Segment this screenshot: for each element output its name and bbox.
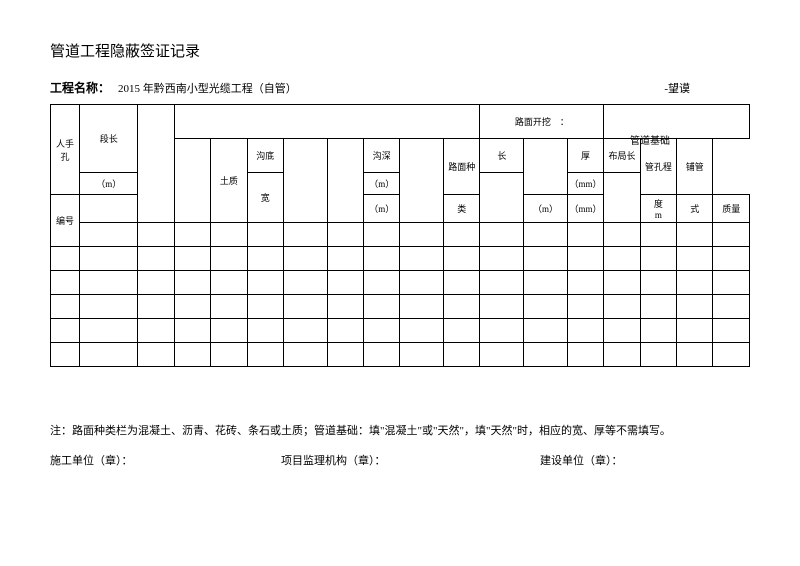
hdr-seglen: 段长 [80,105,138,173]
project-name: 2015 年黔西南小型光缆工程（自管） [118,80,297,96]
hdr-m2: （m） [364,195,400,223]
hdr-ditchbot: 沟底 [247,139,283,173]
table-row [51,247,750,271]
hdr-shi: 式 [677,195,713,223]
table-row [51,271,750,295]
project-row: 工程名称： 2015 年黔西南小型光缆工程（自管） -望谟 [50,79,750,96]
table-row [51,343,750,367]
table-row [51,319,750,343]
hdr-lei: 类 [444,195,480,223]
project-right: -望谟 [664,80,690,96]
hdr-qual: 质量 [713,195,750,223]
table-row [51,295,750,319]
hdr-no: 编号 [51,195,80,247]
hdr-roadcut: 路面开挖 ： [480,105,604,139]
hdr-soil: 土质 [211,139,247,223]
hdr-roadkind: 路面种 [444,139,480,195]
sig-construction: 施工单位（章）： [50,452,281,468]
hdr-mm1: （mm） [567,173,603,195]
hdr-hou: 厚 [567,139,603,173]
hdr-ditchdepth: 沟深 [364,139,400,173]
hdr-m3: （m） [364,173,400,195]
sig-owner: 建设单位（章）： [540,452,750,468]
hdr-width: 宽 [247,173,283,223]
hdr-manhole: 人手孔 [51,105,80,195]
signature-row: 施工单位（章）： 项目监理机构（章）： 建设单位（章）： [50,452,750,468]
hdr-len: 长 [480,139,524,173]
hdr-mm2: （mm） [567,195,603,223]
hdr-m4: （m） [524,195,568,223]
table-row [51,223,750,247]
hdr-pipe: 铺管 [677,139,713,195]
project-label: 工程名称： [50,79,110,96]
hdr-m: （m） [80,173,138,195]
pipe-basis-label: 管道基础 [630,132,670,147]
sig-supervision: 项目监理机构（章）： [281,452,540,468]
note: 注：路面种类栏为混凝土、沥青、花砖、条石或土质；管道基础：填"混凝土"或"天然"… [50,422,750,442]
doc-title: 管道工程隐蔽签证记录 [50,40,750,61]
